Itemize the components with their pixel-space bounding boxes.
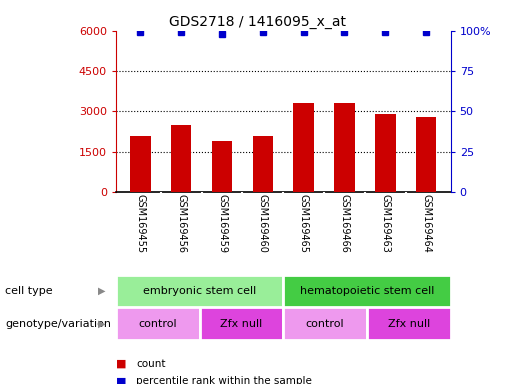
Text: Zfx null: Zfx null (220, 318, 263, 329)
Text: GSM169456: GSM169456 (176, 194, 186, 253)
Text: ■: ■ (116, 376, 126, 384)
Text: embryonic stem cell: embryonic stem cell (143, 286, 256, 296)
Bar (416, 117, 436, 192)
Text: count: count (136, 359, 166, 369)
Bar (116, 275, 283, 307)
Bar (283, 307, 367, 340)
Bar (212, 141, 232, 192)
Bar (171, 125, 192, 192)
Text: GSM169465: GSM169465 (299, 194, 308, 253)
Text: genotype/variation: genotype/variation (5, 318, 111, 329)
Text: GDS2718 / 1416095_x_at: GDS2718 / 1416095_x_at (169, 15, 346, 29)
Bar (130, 136, 150, 192)
Text: GSM169466: GSM169466 (339, 194, 350, 253)
Bar (334, 103, 355, 192)
Bar (283, 275, 451, 307)
Text: ▶: ▶ (98, 318, 106, 329)
Text: cell type: cell type (5, 286, 53, 296)
Text: GSM169460: GSM169460 (258, 194, 268, 253)
Text: ▶: ▶ (98, 286, 106, 296)
Bar (294, 103, 314, 192)
Text: GSM169464: GSM169464 (421, 194, 431, 253)
Text: GSM169463: GSM169463 (380, 194, 390, 253)
Bar (375, 114, 396, 192)
Bar (200, 307, 283, 340)
Bar (253, 136, 273, 192)
Text: GSM169455: GSM169455 (135, 194, 145, 253)
Bar (116, 307, 200, 340)
Text: Zfx null: Zfx null (388, 318, 430, 329)
Text: control: control (139, 318, 177, 329)
Bar (367, 307, 451, 340)
Text: hematopoietic stem cell: hematopoietic stem cell (300, 286, 434, 296)
Text: percentile rank within the sample: percentile rank within the sample (136, 376, 313, 384)
Text: control: control (306, 318, 345, 329)
Text: ■: ■ (116, 359, 126, 369)
Text: GSM169459: GSM169459 (217, 194, 227, 253)
